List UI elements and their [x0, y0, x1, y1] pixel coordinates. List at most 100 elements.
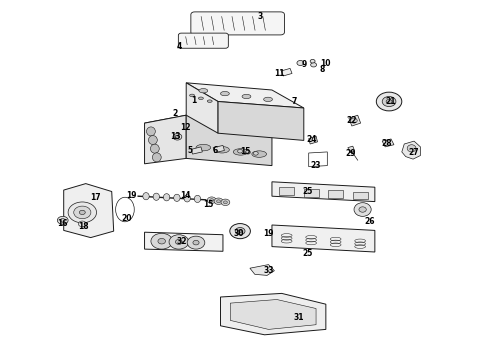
- Polygon shape: [328, 190, 343, 198]
- Polygon shape: [191, 147, 202, 154]
- Text: 14: 14: [180, 191, 191, 199]
- Text: 18: 18: [78, 222, 89, 231]
- Ellipse shape: [354, 203, 371, 216]
- Polygon shape: [230, 300, 316, 329]
- Ellipse shape: [74, 206, 91, 219]
- Ellipse shape: [359, 207, 367, 212]
- Ellipse shape: [311, 63, 317, 67]
- Ellipse shape: [297, 60, 304, 66]
- Ellipse shape: [238, 149, 243, 153]
- Ellipse shape: [220, 91, 229, 96]
- Text: 9: 9: [301, 60, 306, 69]
- Text: 6: 6: [213, 146, 218, 156]
- Ellipse shape: [147, 127, 155, 136]
- FancyBboxPatch shape: [178, 33, 228, 48]
- Text: 33: 33: [263, 266, 274, 275]
- Ellipse shape: [242, 94, 251, 99]
- Ellipse shape: [207, 100, 212, 102]
- Polygon shape: [348, 146, 355, 153]
- Ellipse shape: [214, 198, 223, 204]
- Text: 27: 27: [409, 148, 419, 157]
- Text: 24: 24: [306, 135, 317, 144]
- Ellipse shape: [187, 236, 205, 249]
- Polygon shape: [279, 187, 294, 195]
- Text: 2: 2: [173, 109, 178, 118]
- Ellipse shape: [233, 149, 248, 155]
- Ellipse shape: [376, 92, 402, 111]
- FancyBboxPatch shape: [191, 12, 284, 35]
- Text: 4: 4: [176, 42, 181, 51]
- Ellipse shape: [207, 197, 216, 203]
- Text: 1: 1: [191, 96, 196, 105]
- Text: 25: 25: [302, 249, 313, 258]
- Polygon shape: [402, 141, 420, 159]
- Ellipse shape: [68, 202, 97, 223]
- Ellipse shape: [386, 99, 392, 104]
- Polygon shape: [218, 102, 304, 140]
- Text: 23: 23: [311, 161, 321, 170]
- Polygon shape: [213, 145, 224, 153]
- Ellipse shape: [153, 193, 160, 200]
- Text: 7: 7: [292, 97, 296, 106]
- Polygon shape: [281, 68, 292, 76]
- Ellipse shape: [245, 150, 250, 154]
- Ellipse shape: [217, 200, 221, 203]
- Polygon shape: [145, 115, 272, 131]
- Text: 11: 11: [274, 69, 285, 78]
- Ellipse shape: [230, 224, 250, 239]
- Ellipse shape: [194, 195, 201, 202]
- Ellipse shape: [223, 201, 227, 204]
- Text: 31: 31: [294, 313, 304, 322]
- Ellipse shape: [382, 96, 396, 107]
- Ellipse shape: [79, 210, 85, 215]
- Text: 19: 19: [263, 230, 274, 239]
- Text: 19: 19: [126, 191, 137, 199]
- Ellipse shape: [175, 239, 182, 244]
- Polygon shape: [272, 225, 375, 252]
- Text: 30: 30: [234, 229, 245, 238]
- Text: 22: 22: [346, 116, 357, 125]
- Ellipse shape: [407, 145, 416, 152]
- Ellipse shape: [163, 194, 170, 201]
- Polygon shape: [382, 139, 394, 147]
- Ellipse shape: [210, 199, 214, 202]
- Text: 17: 17: [90, 194, 101, 202]
- Text: 32: 32: [176, 238, 187, 246]
- Text: 13: 13: [170, 132, 181, 141]
- Ellipse shape: [158, 238, 166, 244]
- Text: 15: 15: [203, 200, 214, 209]
- Text: 8: 8: [320, 65, 325, 74]
- Ellipse shape: [238, 230, 242, 233]
- Polygon shape: [349, 115, 361, 126]
- Ellipse shape: [173, 134, 182, 140]
- Polygon shape: [186, 83, 304, 108]
- Ellipse shape: [57, 216, 68, 224]
- Ellipse shape: [190, 94, 195, 96]
- Text: 21: 21: [386, 97, 396, 106]
- Ellipse shape: [150, 144, 159, 153]
- Ellipse shape: [175, 135, 180, 139]
- Ellipse shape: [221, 199, 230, 206]
- Polygon shape: [250, 265, 274, 275]
- Ellipse shape: [151, 233, 172, 249]
- Polygon shape: [272, 182, 375, 202]
- Text: 26: 26: [365, 217, 375, 226]
- Ellipse shape: [264, 97, 272, 102]
- Text: 10: 10: [320, 58, 331, 68]
- Ellipse shape: [193, 240, 199, 245]
- Polygon shape: [309, 136, 318, 144]
- Ellipse shape: [310, 59, 315, 63]
- Ellipse shape: [235, 228, 245, 235]
- Text: 25: 25: [302, 187, 313, 196]
- Ellipse shape: [152, 153, 161, 162]
- Ellipse shape: [215, 147, 229, 153]
- Ellipse shape: [252, 151, 267, 157]
- Ellipse shape: [198, 97, 203, 100]
- Text: 29: 29: [345, 149, 356, 158]
- Polygon shape: [353, 192, 368, 199]
- Polygon shape: [145, 115, 186, 164]
- Ellipse shape: [169, 235, 189, 249]
- Text: 15: 15: [240, 148, 250, 156]
- Text: 3: 3: [257, 12, 262, 21]
- Polygon shape: [304, 189, 318, 197]
